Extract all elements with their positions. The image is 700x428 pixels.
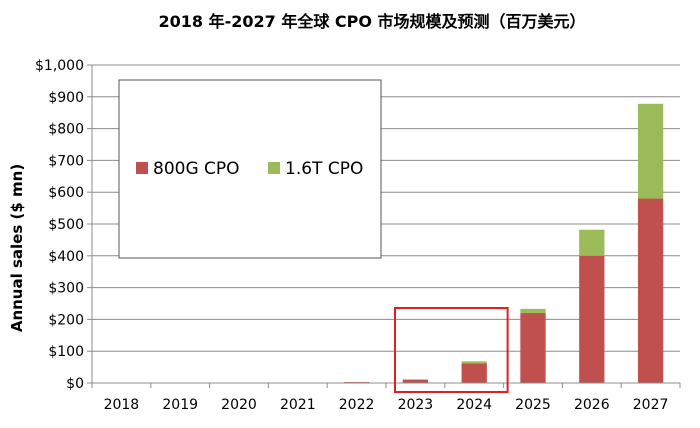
y-tick-label: $300: [48, 281, 84, 297]
bar-800g-2023: [402, 379, 429, 383]
bar-800g-2024: [461, 363, 487, 383]
x-tick-label: 2024: [456, 397, 492, 413]
legend-label: 800G CPO: [153, 159, 240, 179]
bar-1-6t-2027: [637, 103, 664, 199]
legend: 800G CPO 1.6T CPO: [118, 79, 382, 259]
y-tick-label: $200: [48, 312, 84, 328]
axes: [91, 65, 680, 384]
y-tick-label: $0: [66, 376, 84, 392]
legend-swatch: [268, 162, 280, 174]
x-tick-label: 2027: [633, 397, 669, 413]
y-tick-label: $600: [48, 185, 84, 201]
x-tick-label: 2022: [339, 397, 375, 413]
bar-1-6t-2024: [461, 361, 487, 364]
x-tick-label: 2023: [398, 397, 434, 413]
legend-box: [118, 79, 382, 259]
bar-1-6t-2023: [402, 379, 429, 380]
bar-1-6t-2025: [520, 308, 546, 314]
highlight-box: [394, 307, 509, 393]
y-axis-ticks: $0 $100 $200 $300 $400 $500 $600 $700 $800 $900 $1…: [35, 58, 92, 392]
x-tick-label: 2020: [221, 397, 257, 413]
chart-title: 2018 年-2027 年全球 CPO 市场规模及预测（百万美元）: [158, 12, 585, 31]
highlight-box-layer: [394, 307, 509, 393]
y-tick-label: $100: [48, 344, 84, 360]
x-tick-label: 2021: [280, 397, 316, 413]
y-tick-label: $700: [48, 153, 84, 169]
bar-800g-2027: [637, 198, 664, 383]
x-tick-label: 2026: [574, 397, 610, 413]
bar-800g-2025: [520, 313, 546, 383]
y-tick-label: $500: [48, 217, 84, 233]
x-tick-label: 2019: [162, 397, 198, 413]
y-tick-label: $400: [48, 249, 84, 265]
x-tick-label: 2018: [104, 397, 140, 413]
bar-1-6t-2026: [579, 229, 605, 256]
x-tick-label: 2025: [515, 397, 551, 413]
y-axis-label: Annual sales ($ mn): [8, 164, 26, 332]
legend-label: 1.6T CPO: [285, 159, 363, 179]
legend-swatch: [136, 162, 148, 174]
bars: [343, 103, 664, 383]
bar-800g-2026: [579, 255, 605, 383]
y-tick-label: $800: [48, 122, 84, 138]
y-tick-label: $900: [48, 90, 84, 106]
y-tick-label: $1,000: [35, 58, 84, 74]
x-axis-ticks: 2018 2019 2020 2021 2022 2023 2024 2025 2026 2027: [91, 383, 681, 413]
